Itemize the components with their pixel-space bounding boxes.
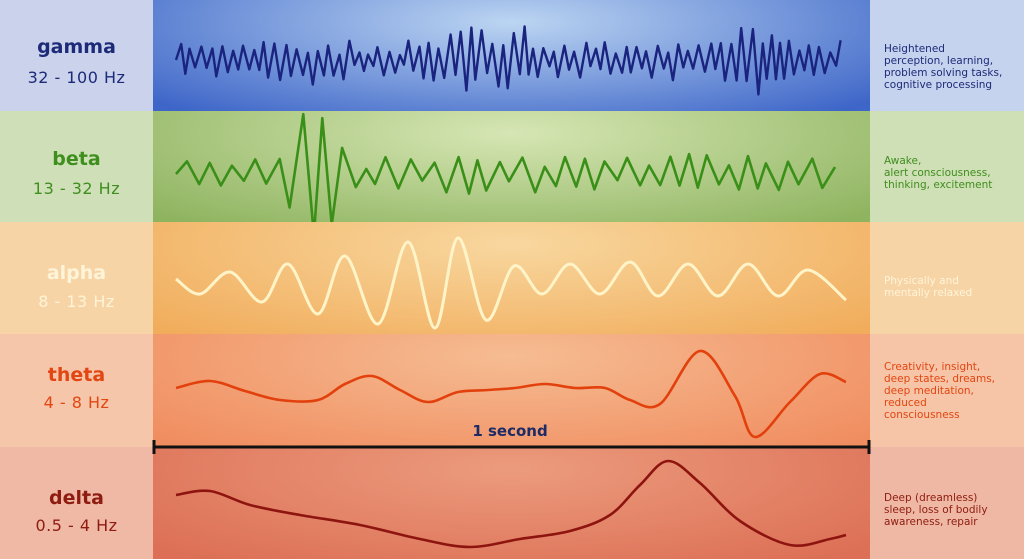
band-alpha-name: alpha	[46, 262, 107, 284]
band-delta-label-panel	[0, 447, 153, 559]
band-beta-wave	[175, 112, 837, 222]
band-delta: delta 0.5 - 4 Hz Deep (dreamless) sleep,…	[0, 447, 1024, 559]
band-theta-label-panel	[0, 334, 153, 447]
band-gamma-name: gamma	[37, 36, 116, 58]
band-beta-desc-line: thinking, excitement	[884, 179, 993, 191]
band-delta-name: delta	[49, 487, 104, 509]
band-theta-description: Creativity, insight, deep states, dreams…	[884, 361, 1020, 421]
band-alpha-wave-path	[175, 236, 847, 330]
band-theta-range: 4 - 8 Hz	[43, 393, 110, 412]
band-theta-wave-panel	[153, 334, 870, 447]
band-beta: beta 13 - 32 Hz Awake, alert consciousne…	[0, 111, 1024, 222]
band-delta-desc-line: awareness, repair	[884, 516, 978, 528]
band-theta-desc-panel	[870, 334, 1024, 447]
band-alpha-wave	[175, 236, 847, 330]
band-gamma: gamma 32 - 100 Hz Heightened perception,…	[0, 0, 1024, 111]
band-theta-desc-line: deep meditation,	[884, 385, 974, 397]
band-alpha-range: 8 - 13 Hz	[38, 292, 115, 311]
band-gamma-desc-line: Heightened	[884, 43, 945, 55]
band-delta-desc-line: Deep (dreamless)	[884, 492, 978, 504]
band-alpha-desc-line: Physically and	[884, 275, 959, 287]
band-gamma-desc-line: cognitive processing	[884, 79, 993, 91]
band-gamma-desc-panel	[870, 0, 1024, 111]
band-theta: theta 4 - 8 Hz Creativity, insight, deep…	[0, 334, 1024, 447]
band-beta-wave-path	[175, 112, 837, 222]
band-delta-desc-line: sleep, loss of bodily	[884, 504, 988, 516]
band-theta-wave-path	[175, 349, 847, 439]
band-alpha-desc-panel	[870, 222, 1024, 334]
band-alpha-wave-panel	[153, 222, 870, 334]
band-delta-description: Deep (dreamless) sleep, loss of bodily a…	[884, 492, 1020, 528]
band-gamma-range: 32 - 100 Hz	[27, 68, 126, 87]
band-theta-desc-line: deep states, dreams,	[884, 373, 996, 385]
band-alpha-desc-line: mentally relaxed	[884, 287, 973, 299]
band-theta-desc-line: Creativity, insight,	[884, 361, 981, 373]
band-delta-range: 0.5 - 4 Hz	[35, 516, 118, 535]
band-beta-desc-line: alert consciousness,	[884, 167, 991, 179]
band-theta-name: theta	[47, 364, 106, 386]
band-theta-wave	[175, 349, 847, 439]
band-alpha-label-panel	[0, 222, 153, 334]
band-beta-desc-line: Awake,	[884, 155, 922, 167]
band-alpha: alpha 8 - 13 Hz Physically and mentally …	[0, 222, 1024, 334]
band-gamma-desc-line: perception, learning,	[884, 55, 994, 67]
band-gamma-wave-path	[174, 25, 842, 96]
band-delta-wave-path	[175, 459, 847, 549]
band-delta-wave	[175, 459, 847, 549]
band-gamma-wave	[174, 25, 842, 96]
band-gamma-label-panel	[0, 0, 153, 111]
band-theta-desc-line: consciousness	[884, 409, 960, 421]
band-delta-desc-panel	[870, 447, 1024, 559]
band-alpha-description: Physically and mentally relaxed	[884, 275, 1020, 299]
band-gamma-description: Heightened perception, learning, problem…	[884, 43, 1020, 91]
band-beta-range: 13 - 32 Hz	[32, 179, 121, 198]
band-theta-desc-line: reduced	[884, 397, 927, 409]
band-beta-description: Awake, alert consciousness, thinking, ex…	[884, 155, 1020, 191]
band-gamma-desc-line: problem solving tasks,	[884, 67, 1003, 79]
time-scale-label: 1 second	[472, 422, 548, 440]
band-beta-name: beta	[52, 148, 101, 170]
band-beta-label-panel	[0, 111, 153, 222]
band-beta-desc-panel	[870, 111, 1024, 222]
